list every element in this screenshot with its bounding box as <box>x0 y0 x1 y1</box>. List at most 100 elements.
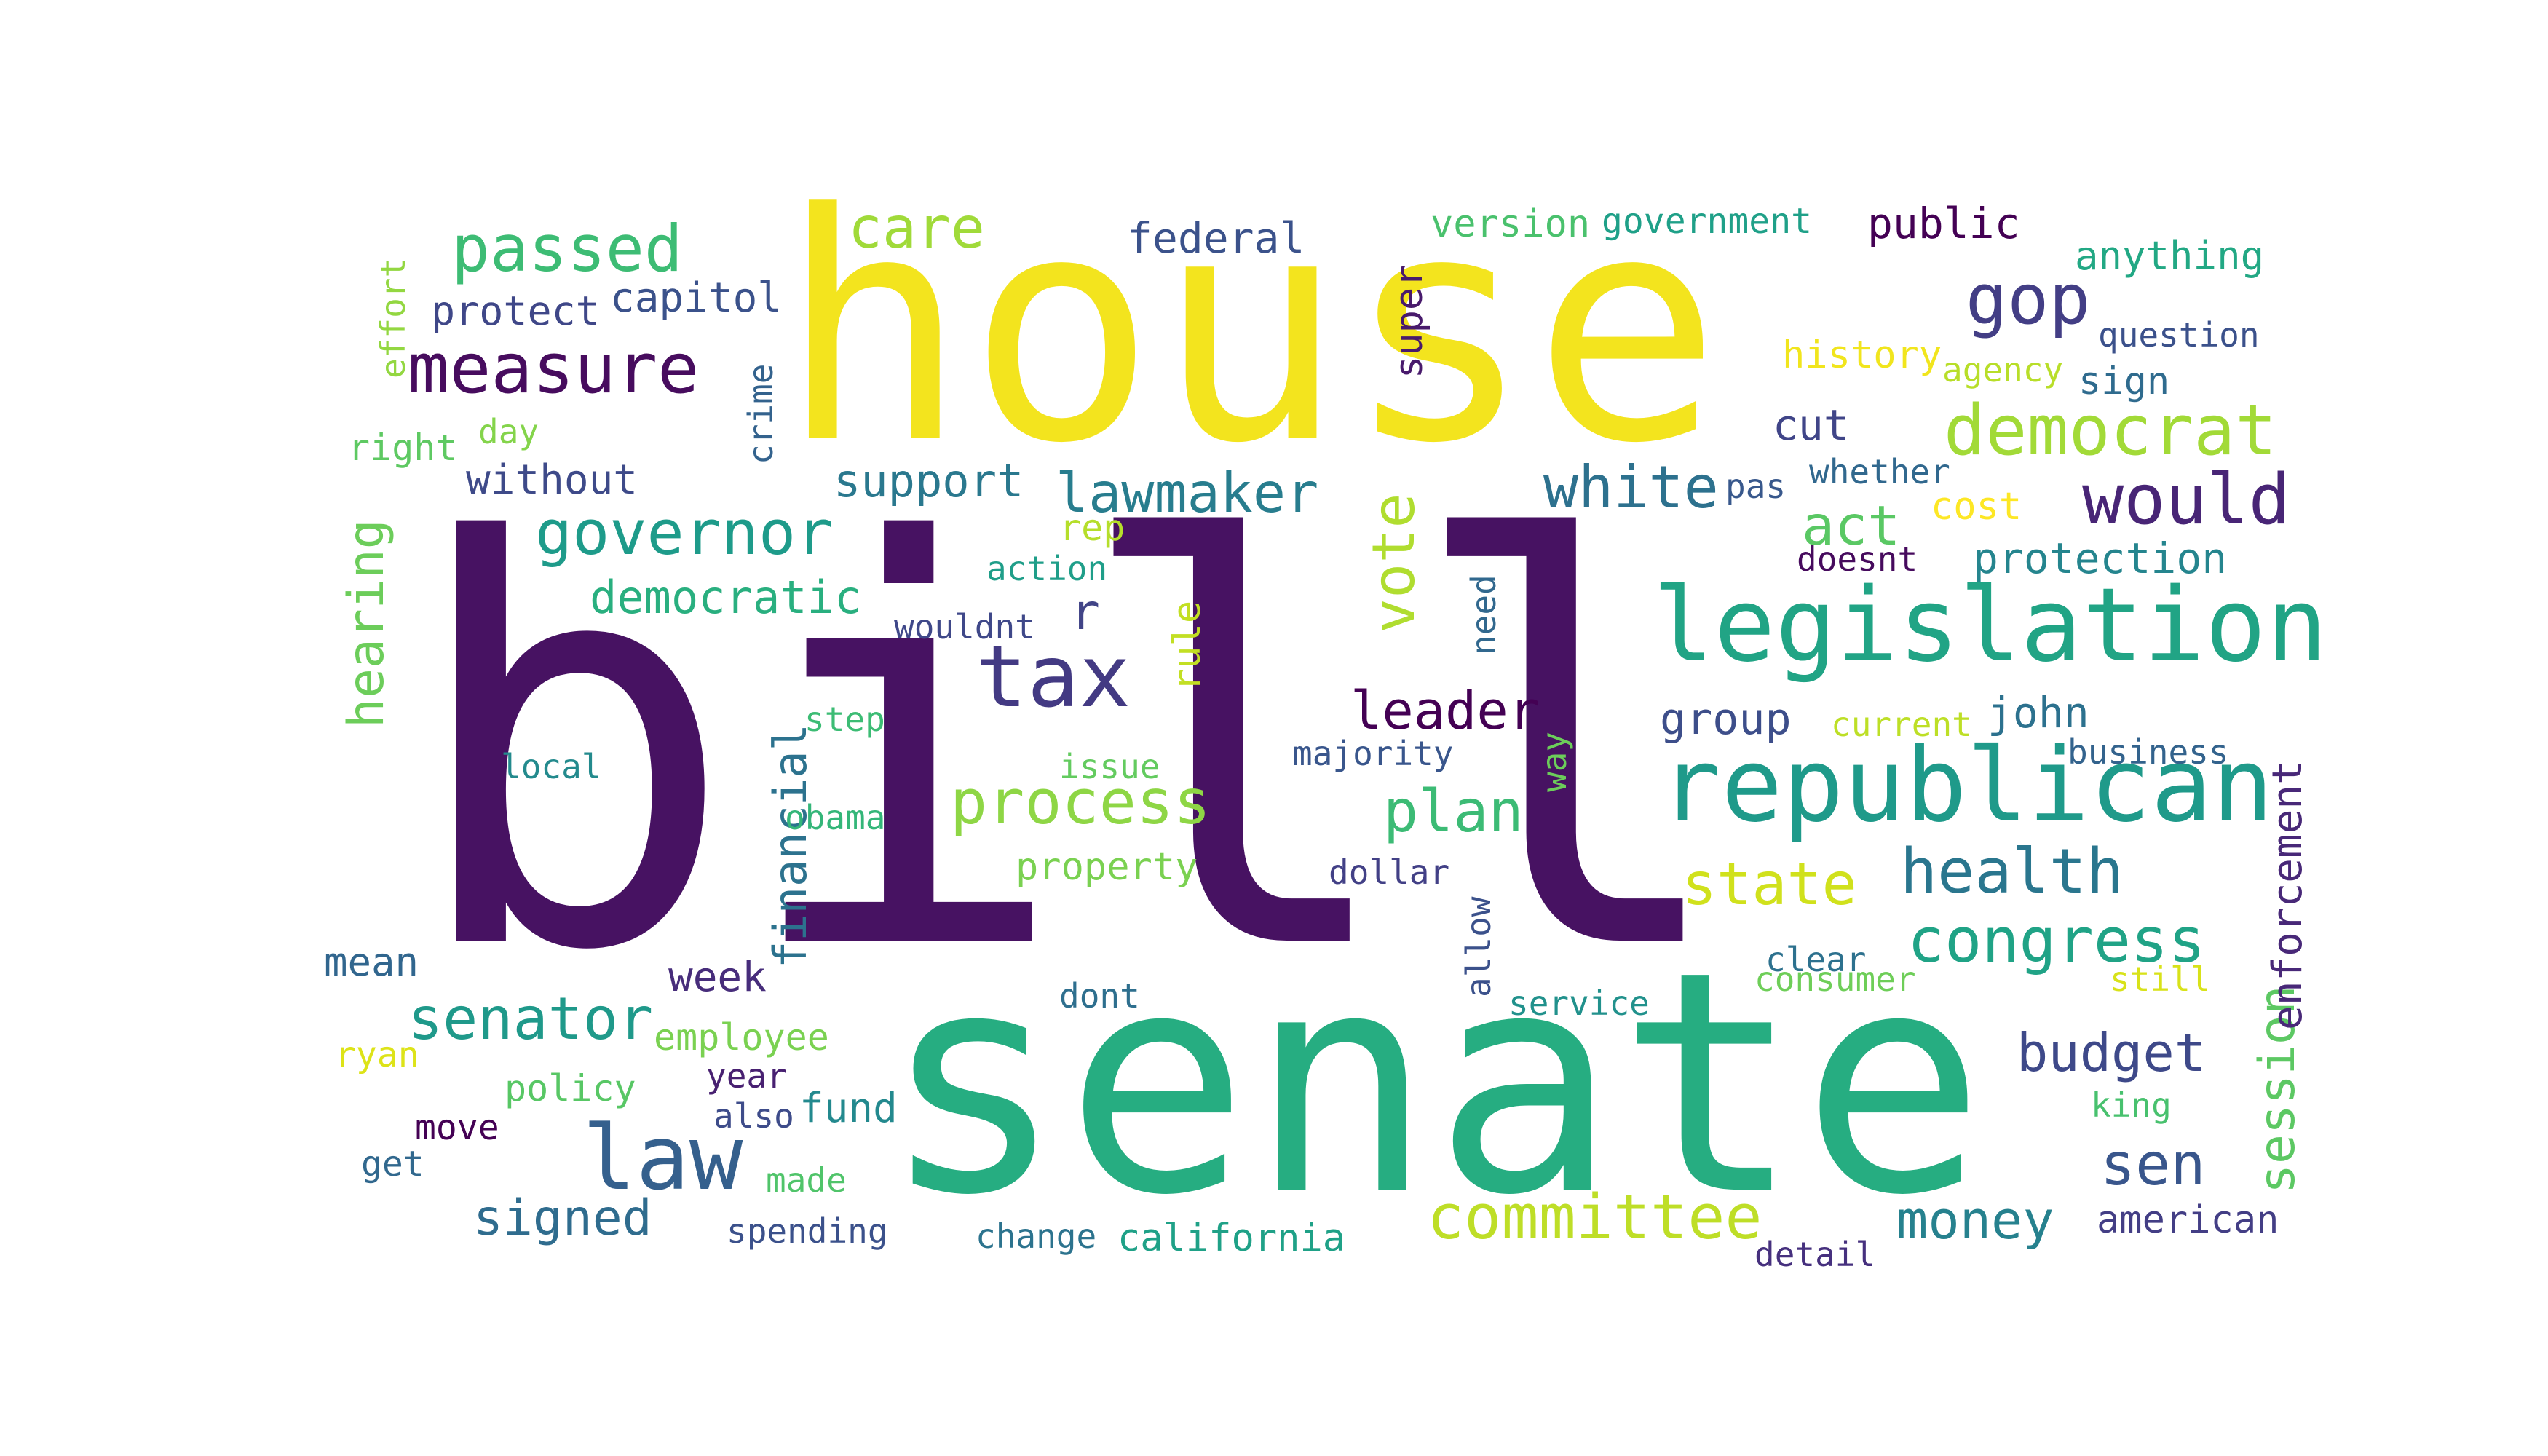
word-right: right <box>348 427 458 469</box>
word-gop: gop <box>1966 260 2091 340</box>
word-republican: republican <box>1660 727 2274 845</box>
word-passed: passed <box>451 211 683 286</box>
word-fund: fund <box>799 1085 898 1132</box>
word-property: property <box>1016 845 1198 889</box>
word-senate: senate <box>881 906 1986 1262</box>
word-health: health <box>1900 836 2124 908</box>
word-measure: measure <box>408 329 700 409</box>
word-senator: senator <box>408 985 654 1053</box>
word-protect: protect <box>431 288 600 334</box>
word-policy: policy <box>505 1067 636 1109</box>
word-california: california <box>1117 1216 1346 1260</box>
word-mean: mean <box>324 939 419 985</box>
word-issue: issue <box>1059 747 1160 786</box>
word-congress: congress <box>1907 905 2206 977</box>
word-care: care <box>848 196 985 261</box>
word-question: question <box>2098 315 2260 355</box>
word-democrat: democrat <box>1944 391 2277 471</box>
word-support: support <box>834 454 1024 507</box>
word-change: change <box>976 1216 1097 1256</box>
word-sen: sen <box>2100 1131 2206 1198</box>
word-need: need <box>1464 574 1503 655</box>
word-step: step <box>804 700 885 739</box>
word-day: day <box>478 412 539 451</box>
word-plan: plan <box>1383 778 1524 845</box>
word-process: process <box>950 767 1211 839</box>
word-hearing: hearing <box>338 519 395 728</box>
word-pas: pas <box>1725 467 1787 506</box>
word-federal: federal <box>1127 213 1305 263</box>
word-cut: cut <box>1773 400 1849 450</box>
word-majority: majority <box>1292 734 1454 773</box>
word-effort: effort <box>373 257 413 379</box>
word-sign: sign <box>2078 360 2170 403</box>
word-clear: clear <box>1765 940 1867 979</box>
word-american: american <box>2097 1198 2279 1242</box>
word-lawmaker: lawmaker <box>1056 461 1319 525</box>
word-protection: protection <box>1973 534 2228 583</box>
word-crime: crime <box>741 363 780 464</box>
word-leader: leader <box>1350 680 1540 741</box>
word-government: government <box>1602 201 1812 242</box>
word-democratic: democratic <box>590 571 862 624</box>
word-employee: employee <box>654 1016 829 1059</box>
word-spending: spending <box>727 1211 888 1251</box>
word-john: john <box>1987 688 2089 737</box>
word-week: week <box>668 954 767 1001</box>
word-bill: bill <box>404 428 1737 1072</box>
word-rep: rep <box>1059 507 1125 549</box>
word-vote: vote <box>1360 493 1428 633</box>
word-would: would <box>2082 460 2290 540</box>
word-local: local <box>501 747 602 786</box>
word-r: r <box>1070 584 1100 641</box>
word-way: way <box>1535 731 1574 792</box>
word-money: money <box>1896 1190 2054 1251</box>
word-act: act <box>1802 494 1901 558</box>
word-version: version <box>1431 202 1591 246</box>
word-signed: signed <box>473 1190 652 1247</box>
word-legislation: legislation <box>1653 566 2328 685</box>
word-dont: dont <box>1059 976 1140 1016</box>
word-ryan: ryan <box>335 1034 419 1075</box>
word-enforcement: enforcement <box>2264 760 2311 1030</box>
word-dollar: dollar <box>1329 852 1450 892</box>
word-service: service <box>1508 984 1650 1023</box>
word-doesnt: doesnt <box>1797 539 1918 579</box>
word-budget: budget <box>2017 1022 2207 1083</box>
word-financial: financial <box>764 724 817 968</box>
word-group: group <box>1660 694 1792 745</box>
word-white: white <box>1543 454 1719 521</box>
word-obama: obama <box>785 798 886 837</box>
word-anything: anything <box>2075 233 2265 279</box>
word-tax: tax <box>976 626 1131 727</box>
word-public: public <box>1867 199 2020 248</box>
word-king: king <box>2091 1085 2172 1125</box>
word-rule: rule <box>1166 600 1209 692</box>
word-detail: detail <box>1754 1235 1876 1274</box>
word-current: current <box>1831 705 1972 744</box>
word-wouldnt: wouldnt <box>894 607 1035 646</box>
word-move: move <box>415 1107 499 1148</box>
word-action: action <box>986 549 1108 588</box>
word-made: made <box>766 1160 847 1200</box>
word-agency: agency <box>1942 350 2064 389</box>
word-without: without <box>466 456 638 504</box>
word-law: law <box>582 1107 743 1210</box>
word-capitol: capitol <box>610 274 783 322</box>
word-history: history <box>1782 333 1942 377</box>
word-committee: committee <box>1427 1182 1762 1254</box>
word-get: get <box>361 1144 424 1184</box>
word-house: house <box>779 148 1722 512</box>
word-year: year <box>706 1056 787 1096</box>
word-still: still <box>2110 960 2211 999</box>
word-consumer: consumer <box>1754 960 1916 999</box>
word-whether: whether <box>1809 452 1950 491</box>
word-governor: governor <box>535 497 834 569</box>
word-also: also <box>713 1096 794 1136</box>
word-cost: cost <box>1931 485 2022 529</box>
word-business: business <box>2068 732 2229 772</box>
word-allow: allow <box>1459 896 1498 997</box>
word-super: super <box>1388 264 1431 379</box>
word-state: state <box>1682 850 1857 918</box>
